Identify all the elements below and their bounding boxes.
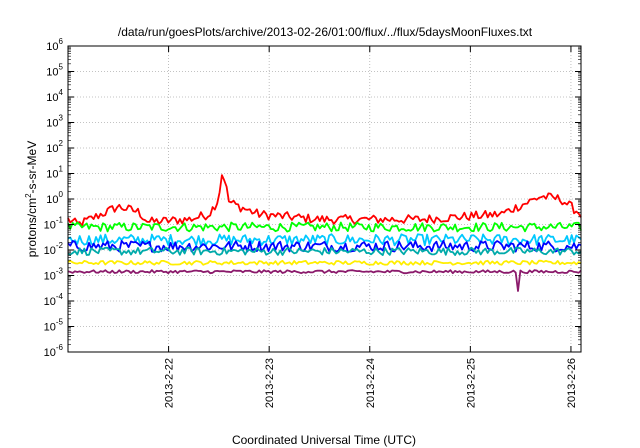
x-tick-label: 2013-2-23	[264, 358, 276, 408]
y-axis-title: protons/cm2-s-sr-MeV	[24, 141, 39, 257]
x-tick-label: 2013-2-22	[164, 358, 176, 408]
y-tick-label: 106	[46, 37, 63, 53]
series-line-7	[67, 269, 582, 292]
chart-title: /data/run/goesPlots/archive/2013-02-26/0…	[118, 25, 533, 39]
y-tick-label: 10-3	[44, 267, 64, 283]
x-axis-title: Coordinated Universal Time (UTC)	[232, 433, 416, 447]
y-tick-label: 10-5	[44, 318, 64, 334]
series-group	[67, 174, 582, 292]
x-axis: 2013-2-22 2013-2-23 2013-2-24 2013-2-25 2013…	[164, 46, 578, 408]
y-tick-label: 100	[46, 190, 63, 206]
x-tick-label: 2013-2-24	[365, 358, 377, 408]
y-tick-label: 101	[46, 165, 63, 181]
y-tick-label: 103	[46, 114, 63, 130]
y-tick-label: 10-6	[44, 343, 64, 359]
y-axis: 10-6 10-5 10-4 10-3 10-2 10-1 100 101 102 103 104 1…	[44, 37, 581, 359]
y-tick-label: 10-1	[44, 216, 64, 232]
y-tick-label: 10-2	[44, 241, 64, 257]
y-tick-label: 102	[46, 139, 63, 155]
series-line-3	[67, 233, 582, 247]
y-tick-label: 105	[46, 63, 63, 79]
plot-frame	[67, 45, 582, 353]
y-tick-label: 10-4	[44, 292, 64, 308]
x-tick-label: 2013-2-25	[465, 358, 477, 408]
series-line-2	[67, 221, 582, 233]
series-line-1	[67, 174, 582, 227]
series-line-6	[67, 259, 582, 266]
grid	[68, 46, 581, 352]
series-line-5	[67, 246, 582, 257]
x-tick-label: 2013-2-26	[566, 358, 578, 408]
y-tick-label: 104	[46, 88, 63, 104]
